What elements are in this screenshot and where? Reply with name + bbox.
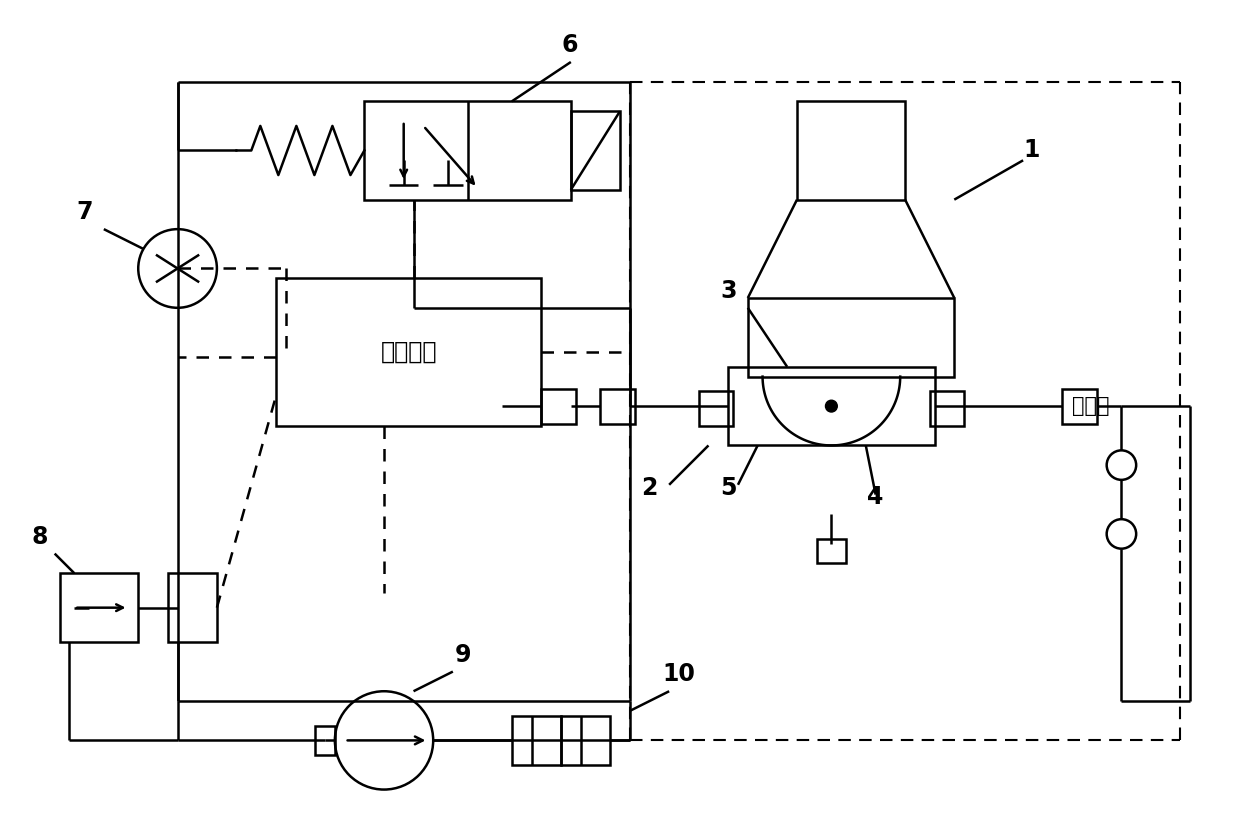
Text: 3: 3 [720,279,737,303]
Bar [365,102,570,200]
Bar [748,298,955,377]
Bar [698,392,733,425]
Text: 9: 9 [454,643,471,667]
Bar [1063,389,1097,424]
Bar [817,539,846,563]
Text: 2: 2 [641,476,657,500]
Bar [728,367,935,445]
Bar [60,573,138,642]
Text: 控制电路: 控制电路 [381,340,436,364]
Text: 5: 5 [720,476,737,500]
Bar [315,726,335,755]
Bar [930,392,965,425]
Circle shape [826,401,837,412]
Bar [600,389,635,424]
Text: 7: 7 [76,201,93,225]
Text: 8: 8 [32,525,48,548]
Bar [275,278,542,425]
Text: 恒流源: 恒流源 [1073,396,1110,416]
Bar [167,573,217,642]
Bar [542,389,575,424]
Bar [560,716,610,765]
Bar [570,112,620,190]
Text: 6: 6 [560,33,578,57]
Bar [797,102,905,200]
Bar [512,716,560,765]
Text: 10: 10 [662,662,696,686]
Text: 1: 1 [1023,139,1039,163]
Text: 4: 4 [868,486,884,510]
